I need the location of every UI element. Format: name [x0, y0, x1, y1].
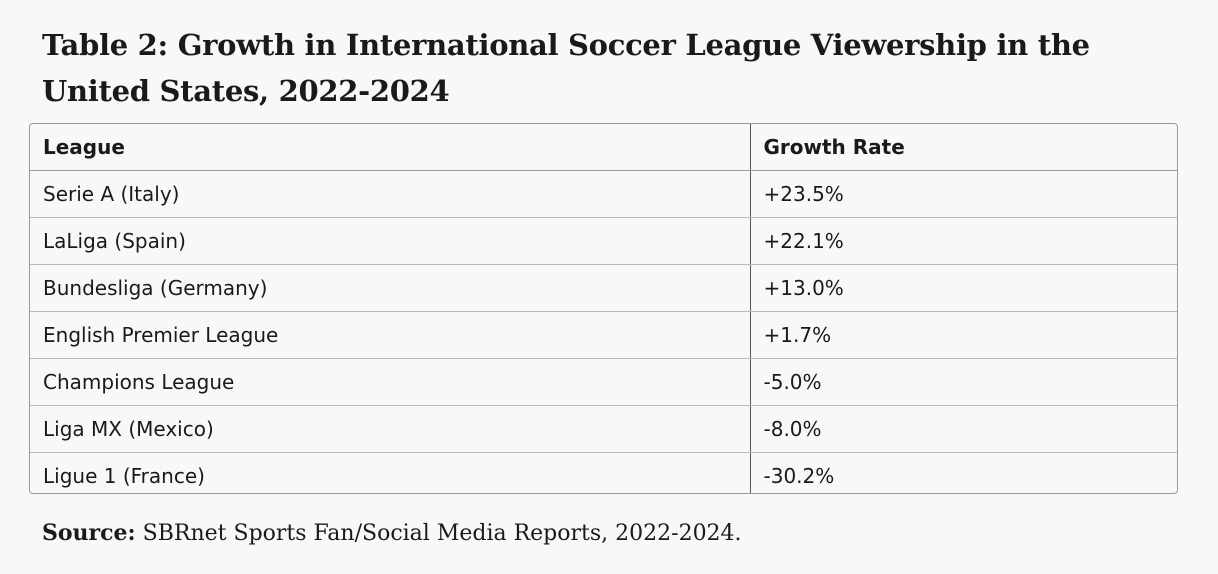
growth-rate-cell: -8.0%: [750, 405, 1177, 453]
league-cell: LaLiga (Spain): [30, 217, 751, 265]
source-note: Source: SBRnet Sports Fan/Social Media R…: [42, 516, 742, 551]
table-header-row: League Growth Rate: [30, 124, 1177, 171]
league-cell: Serie A (Italy): [30, 170, 751, 218]
league-cell: Bundesliga (Germany): [30, 264, 751, 312]
table-row: Liga MX (Mexico) -8.0%: [30, 405, 1177, 453]
table-row: Champions League -5.0%: [30, 358, 1177, 406]
source-text: SBRnet Sports Fan/Social Media Reports, …: [142, 521, 742, 546]
league-cell: English Premier League: [30, 311, 751, 359]
source-label: Source:: [42, 520, 136, 546]
growth-rate-cell: +1.7%: [750, 311, 1177, 359]
league-cell: Champions League: [30, 358, 751, 406]
table-row: LaLiga (Spain) +22.1%: [30, 217, 1177, 265]
growth-rate-cell: +23.5%: [750, 170, 1177, 218]
league-cell: Liga MX (Mexico): [30, 405, 751, 453]
table-row: Serie A (Italy) +23.5%: [30, 170, 1177, 218]
table-row: Bundesliga (Germany) +13.0%: [30, 264, 1177, 312]
growth-rate-cell: +22.1%: [750, 217, 1177, 265]
league-cell: Ligue 1 (France): [30, 452, 751, 493]
table-title: Table 2: Growth in International Soccer …: [42, 28, 1090, 108]
growth-rate-cell: -30.2%: [763, 464, 835, 488]
column-header-league: League: [30, 124, 751, 171]
growth-rate-cell: -5.0%: [750, 358, 1177, 406]
table-container: League Growth Rate Serie A (Italy) +23.5…: [29, 123, 1178, 494]
viewership-table: League Growth Rate Serie A (Italy) +23.5…: [30, 124, 1177, 493]
growth-rate-cell: +13.0%: [750, 264, 1177, 312]
table-row: English Premier League +1.7%: [30, 311, 1177, 359]
column-header-growth-rate: Growth Rate: [750, 124, 1177, 171]
table-row: Ligue 1 (France) -30.2%: [30, 452, 1177, 493]
